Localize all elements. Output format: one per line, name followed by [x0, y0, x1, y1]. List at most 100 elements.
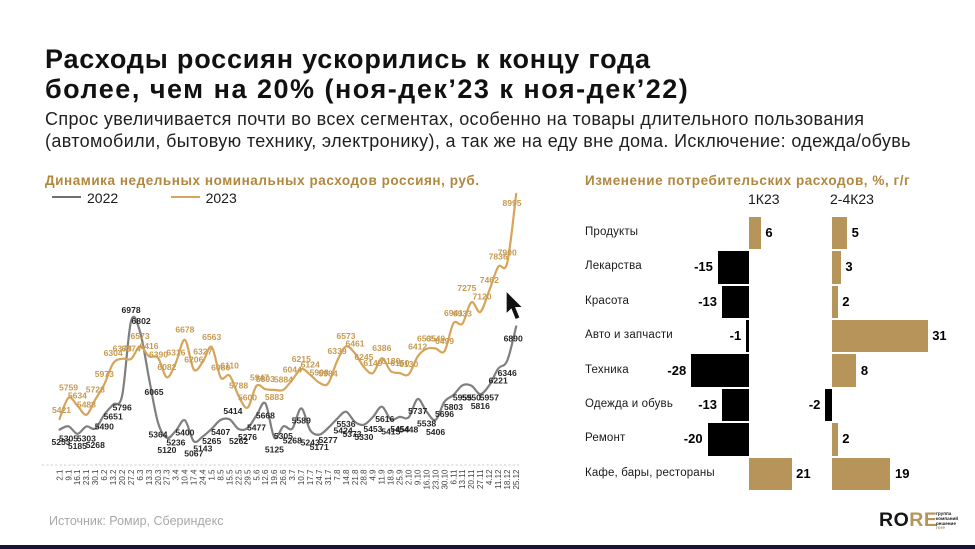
- svg-text:18.9: 18.9: [387, 469, 396, 485]
- svg-text:5728: 5728: [86, 384, 105, 394]
- svg-text:5453: 5453: [363, 424, 382, 434]
- svg-text:5268: 5268: [283, 436, 302, 446]
- svg-text:5454: 5454: [390, 424, 409, 434]
- svg-text:6215: 6215: [292, 354, 311, 364]
- svg-text:1.5: 1.5: [208, 469, 217, 481]
- svg-text:6124: 6124: [301, 360, 320, 370]
- svg-text:5277: 5277: [319, 435, 338, 445]
- svg-text:5490: 5490: [95, 422, 114, 432]
- svg-text:6412: 6412: [408, 341, 427, 351]
- svg-text:5448: 5448: [399, 424, 418, 434]
- svg-text:6374: 6374: [122, 344, 141, 354]
- svg-text:2.1: 2.1: [55, 469, 64, 481]
- svg-text:26.6: 26.6: [279, 469, 288, 485]
- svg-text:5634: 5634: [68, 390, 87, 400]
- svg-text:5330: 5330: [354, 432, 373, 442]
- svg-text:10.7: 10.7: [297, 469, 306, 485]
- svg-text:5243: 5243: [301, 437, 320, 447]
- svg-text:5305: 5305: [274, 431, 293, 441]
- svg-text:5984: 5984: [319, 368, 338, 378]
- svg-text:25.12: 25.12: [512, 469, 521, 490]
- svg-text:5737: 5737: [408, 406, 427, 416]
- svg-text:6933: 6933: [453, 309, 472, 319]
- svg-text:14.8: 14.8: [342, 469, 351, 485]
- svg-text:5400: 5400: [175, 427, 194, 437]
- svg-text:3.7: 3.7: [288, 469, 297, 481]
- svg-text:13.11: 13.11: [458, 469, 467, 489]
- svg-text:19.6: 19.6: [270, 469, 279, 485]
- svg-text:17.7: 17.7: [306, 469, 315, 485]
- svg-text:5268: 5268: [86, 440, 105, 450]
- svg-text:9.1: 9.1: [64, 469, 73, 481]
- svg-text:28.8: 28.8: [360, 469, 369, 485]
- svg-text:23.1: 23.1: [82, 469, 91, 485]
- svg-text:12.6: 12.6: [261, 469, 270, 485]
- svg-text:13.2: 13.2: [109, 469, 118, 485]
- svg-text:5883: 5883: [265, 392, 284, 402]
- svg-text:11.9: 11.9: [378, 469, 387, 485]
- svg-text:7836: 7836: [489, 252, 508, 262]
- svg-text:27.2: 27.2: [127, 469, 136, 485]
- svg-text:6.3: 6.3: [136, 469, 145, 481]
- svg-text:5373: 5373: [342, 429, 361, 439]
- svg-text:5998: 5998: [310, 367, 329, 377]
- svg-text:6080: 6080: [211, 362, 230, 372]
- svg-text:5947: 5947: [250, 373, 269, 383]
- svg-text:4.12: 4.12: [485, 469, 494, 485]
- svg-text:20.3: 20.3: [154, 469, 163, 485]
- svg-text:5305: 5305: [59, 433, 78, 443]
- svg-text:7462: 7462: [480, 275, 499, 285]
- svg-text:24.7: 24.7: [315, 469, 324, 485]
- svg-text:5973: 5973: [95, 369, 114, 379]
- svg-text:5816: 5816: [471, 401, 490, 411]
- svg-text:5276: 5276: [238, 432, 257, 442]
- svg-text:6327: 6327: [193, 347, 212, 357]
- svg-text:6563: 6563: [202, 332, 221, 342]
- svg-text:6540: 6540: [426, 333, 445, 343]
- svg-text:6678: 6678: [175, 325, 194, 335]
- svg-text:6461: 6461: [345, 338, 364, 348]
- svg-text:5536: 5536: [336, 419, 355, 429]
- svg-text:6206: 6206: [184, 354, 203, 364]
- svg-text:15.5: 15.5: [225, 469, 234, 485]
- svg-text:8995: 8995: [502, 198, 521, 208]
- svg-text:5125: 5125: [265, 445, 284, 455]
- svg-text:5957: 5957: [480, 392, 499, 402]
- svg-text:6065: 6065: [144, 387, 163, 397]
- svg-text:6245: 6245: [354, 352, 373, 362]
- svg-text:5265: 5265: [202, 436, 221, 446]
- svg-text:5253: 5253: [51, 437, 70, 447]
- svg-text:6802: 6802: [132, 316, 151, 326]
- svg-text:5788: 5788: [229, 381, 248, 391]
- svg-text:5421: 5421: [52, 405, 71, 415]
- svg-text:6573: 6573: [336, 331, 355, 341]
- svg-text:6316: 6316: [166, 347, 185, 357]
- svg-text:6978: 6978: [122, 305, 141, 315]
- svg-text:6221: 6221: [489, 376, 508, 386]
- svg-text:5759: 5759: [59, 383, 78, 393]
- svg-text:5143: 5143: [193, 444, 212, 454]
- svg-text:5.6: 5.6: [252, 469, 261, 481]
- svg-text:30.10: 30.10: [440, 469, 449, 490]
- svg-text:7275: 7275: [457, 283, 476, 293]
- svg-text:5364: 5364: [148, 430, 167, 440]
- svg-text:6149: 6149: [363, 358, 382, 368]
- svg-text:17.4: 17.4: [190, 469, 199, 485]
- svg-text:5884: 5884: [274, 375, 293, 385]
- svg-text:5414: 5414: [223, 406, 242, 416]
- svg-text:18.12: 18.12: [503, 469, 512, 490]
- svg-text:9.10: 9.10: [414, 469, 423, 485]
- svg-text:5616: 5616: [375, 414, 394, 424]
- svg-text:5120: 5120: [157, 445, 176, 455]
- svg-text:5803: 5803: [444, 402, 463, 412]
- svg-text:5538: 5538: [417, 419, 436, 429]
- svg-text:10.4: 10.4: [181, 469, 190, 485]
- svg-text:6150: 6150: [390, 358, 409, 368]
- svg-text:29.5: 29.5: [243, 469, 252, 485]
- svg-text:8.5: 8.5: [217, 469, 226, 481]
- svg-text:5415: 5415: [381, 427, 400, 437]
- svg-text:5796: 5796: [113, 403, 132, 413]
- svg-text:20.11: 20.11: [467, 469, 476, 489]
- svg-text:30.1: 30.1: [91, 469, 100, 485]
- svg-text:21.8: 21.8: [351, 469, 360, 485]
